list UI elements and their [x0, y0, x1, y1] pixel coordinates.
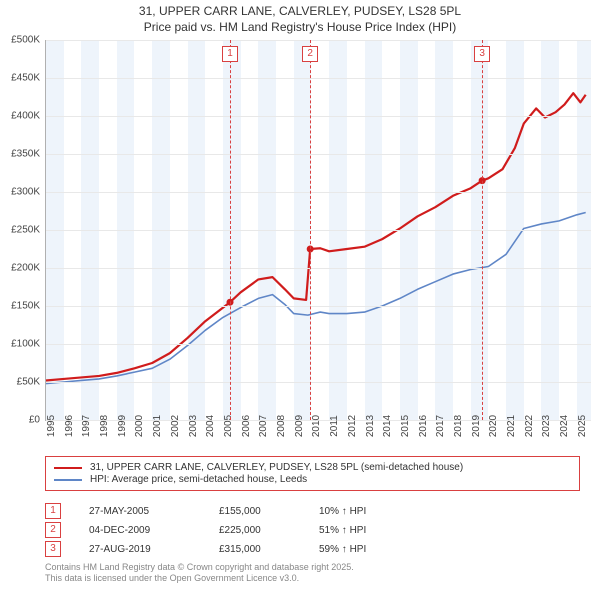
legend-row: 31, UPPER CARR LANE, CALVERLEY, PUDSEY, …: [54, 462, 571, 473]
x-axis-label: 2016: [418, 415, 429, 437]
event-note: 51% ↑ HPI: [319, 525, 580, 536]
x-axis-label: 1995: [46, 415, 57, 437]
x-axis-label: 2014: [382, 415, 393, 437]
legend-swatch: [54, 467, 82, 469]
x-axis-label: 2009: [294, 415, 305, 437]
x-axis-label: 1999: [117, 415, 128, 437]
legend-label: HPI: Average price, semi-detached house,…: [90, 474, 307, 485]
y-axis-label: £250K: [11, 225, 40, 236]
x-axis-label: 2024: [559, 415, 570, 437]
x-axis-label: 1996: [64, 415, 75, 437]
x-axis-label: 1998: [99, 415, 110, 437]
x-axis-label: 2021: [506, 415, 517, 437]
x-axis-label: 2008: [276, 415, 287, 437]
x-axis-label: 2018: [453, 415, 464, 437]
y-axis-label: £400K: [11, 111, 40, 122]
y-axis-label: £50K: [17, 377, 40, 388]
event-date: 27-AUG-2019: [89, 544, 219, 555]
x-axis-label: 2022: [524, 415, 535, 437]
x-axis-label: 2010: [311, 415, 322, 437]
event-note: 59% ↑ HPI: [319, 544, 580, 555]
y-axis-label: £450K: [11, 73, 40, 84]
event-price: £155,000: [219, 506, 319, 517]
y-axis-label: £200K: [11, 263, 40, 274]
marker-badge: 2: [302, 46, 318, 62]
x-axis-label: 2006: [241, 415, 252, 437]
x-axis-label: 2020: [488, 415, 499, 437]
plot-area: 1995199619971998199920002001200220032004…: [45, 40, 591, 421]
x-axis-label: 2019: [471, 415, 482, 437]
x-axis-label: 2004: [205, 415, 216, 437]
legend-label: 31, UPPER CARR LANE, CALVERLEY, PUDSEY, …: [90, 462, 463, 473]
x-axis-label: 2017: [435, 415, 446, 437]
event-badge: 2: [45, 522, 61, 538]
y-axis-label: £0: [29, 415, 40, 426]
series-price_paid: [46, 93, 586, 380]
event-note: 10% ↑ HPI: [319, 506, 580, 517]
title-line1: 31, UPPER CARR LANE, CALVERLEY, PUDSEY, …: [0, 4, 600, 20]
legend-row: HPI: Average price, semi-detached house,…: [54, 474, 571, 485]
footer-line1: Contains HM Land Registry data © Crown c…: [45, 562, 354, 573]
x-axis-label: 2002: [170, 415, 181, 437]
event-price: £225,000: [219, 525, 319, 536]
event-badge: 1: [45, 503, 61, 519]
event-row: 2 04-DEC-2009 £225,000 51% ↑ HPI: [45, 522, 580, 538]
chart-container: 31, UPPER CARR LANE, CALVERLEY, PUDSEY, …: [0, 0, 600, 590]
legend: 31, UPPER CARR LANE, CALVERLEY, PUDSEY, …: [45, 456, 580, 491]
footer-line2: This data is licensed under the Open Gov…: [45, 573, 354, 584]
x-axis-label: 2011: [329, 415, 340, 437]
x-axis-label: 2001: [152, 415, 163, 437]
x-axis-label: 2015: [400, 415, 411, 437]
event-date: 27-MAY-2005: [89, 506, 219, 517]
x-axis-label: 2012: [347, 415, 358, 437]
event-badge: 3: [45, 541, 61, 557]
x-axis-label: 1997: [81, 415, 92, 437]
legend-swatch: [54, 479, 82, 481]
x-axis-label: 2003: [188, 415, 199, 437]
marker-badge: 3: [474, 46, 490, 62]
x-axis-label: 2007: [258, 415, 269, 437]
y-axis-label: £100K: [11, 339, 40, 350]
x-axis-label: 2005: [223, 415, 234, 437]
y-axis-label: £500K: [11, 35, 40, 46]
event-price: £315,000: [219, 544, 319, 555]
title-line2: Price paid vs. HM Land Registry's House …: [0, 20, 600, 36]
series-hpi: [46, 213, 586, 384]
events-table: 1 27-MAY-2005 £155,000 10% ↑ HPI 2 04-DE…: [45, 500, 580, 560]
x-axis-label: 2023: [541, 415, 552, 437]
event-row: 3 27-AUG-2019 £315,000 59% ↑ HPI: [45, 541, 580, 557]
x-axis-label: 2025: [577, 415, 588, 437]
footer: Contains HM Land Registry data © Crown c…: [45, 562, 354, 585]
chart-title: 31, UPPER CARR LANE, CALVERLEY, PUDSEY, …: [0, 0, 600, 35]
event-row: 1 27-MAY-2005 £155,000 10% ↑ HPI: [45, 503, 580, 519]
x-axis-label: 2013: [365, 415, 376, 437]
y-axis-label: £300K: [11, 187, 40, 198]
y-axis-label: £350K: [11, 149, 40, 160]
event-date: 04-DEC-2009: [89, 525, 219, 536]
x-axis-label: 2000: [134, 415, 145, 437]
marker-badge: 1: [222, 46, 238, 62]
y-axis-label: £150K: [11, 301, 40, 312]
